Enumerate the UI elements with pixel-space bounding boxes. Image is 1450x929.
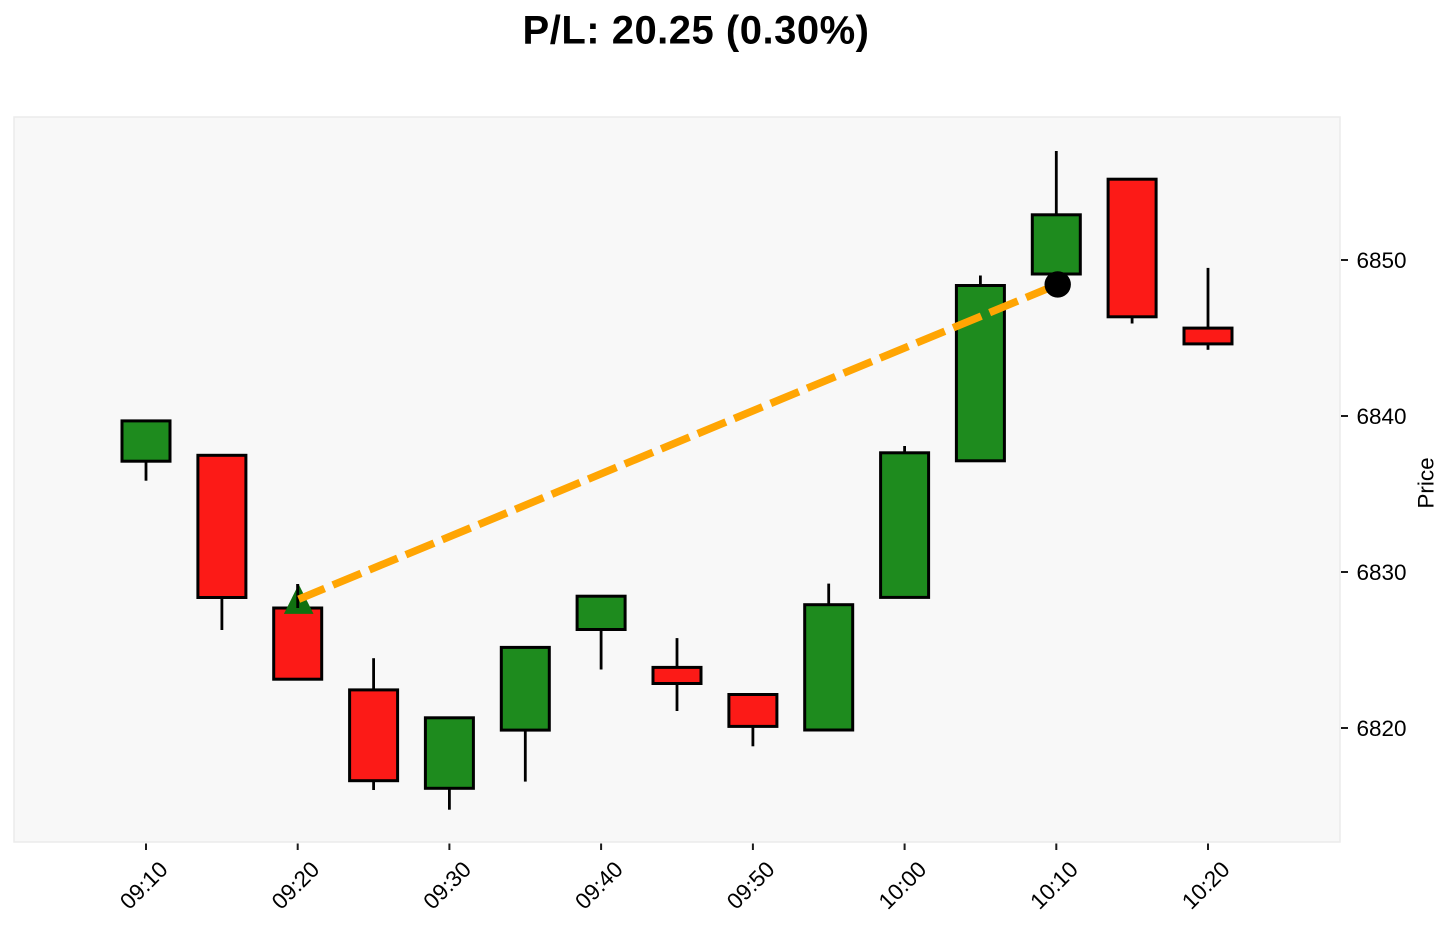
svg-text:09:40: 09:40: [570, 857, 627, 914]
svg-text:10:00: 10:00: [874, 857, 931, 914]
svg-text:09:10: 09:10: [115, 857, 172, 914]
svg-text:6850: 6850: [1357, 248, 1407, 273]
svg-text:09:30: 09:30: [419, 857, 476, 914]
svg-text:10:10: 10:10: [1025, 857, 1082, 914]
svg-text:09:50: 09:50: [722, 857, 779, 914]
svg-text:10:20: 10:20: [1177, 857, 1234, 914]
svg-text:09:20: 09:20: [267, 857, 324, 914]
svg-text:6840: 6840: [1357, 404, 1407, 429]
svg-text:Price: Price: [1414, 457, 1439, 508]
svg-text:6820: 6820: [1357, 716, 1407, 741]
svg-text:P/L: 20.25 (0.30%): P/L: 20.25 (0.30%): [523, 9, 870, 53]
svg-text:6830: 6830: [1357, 560, 1407, 585]
